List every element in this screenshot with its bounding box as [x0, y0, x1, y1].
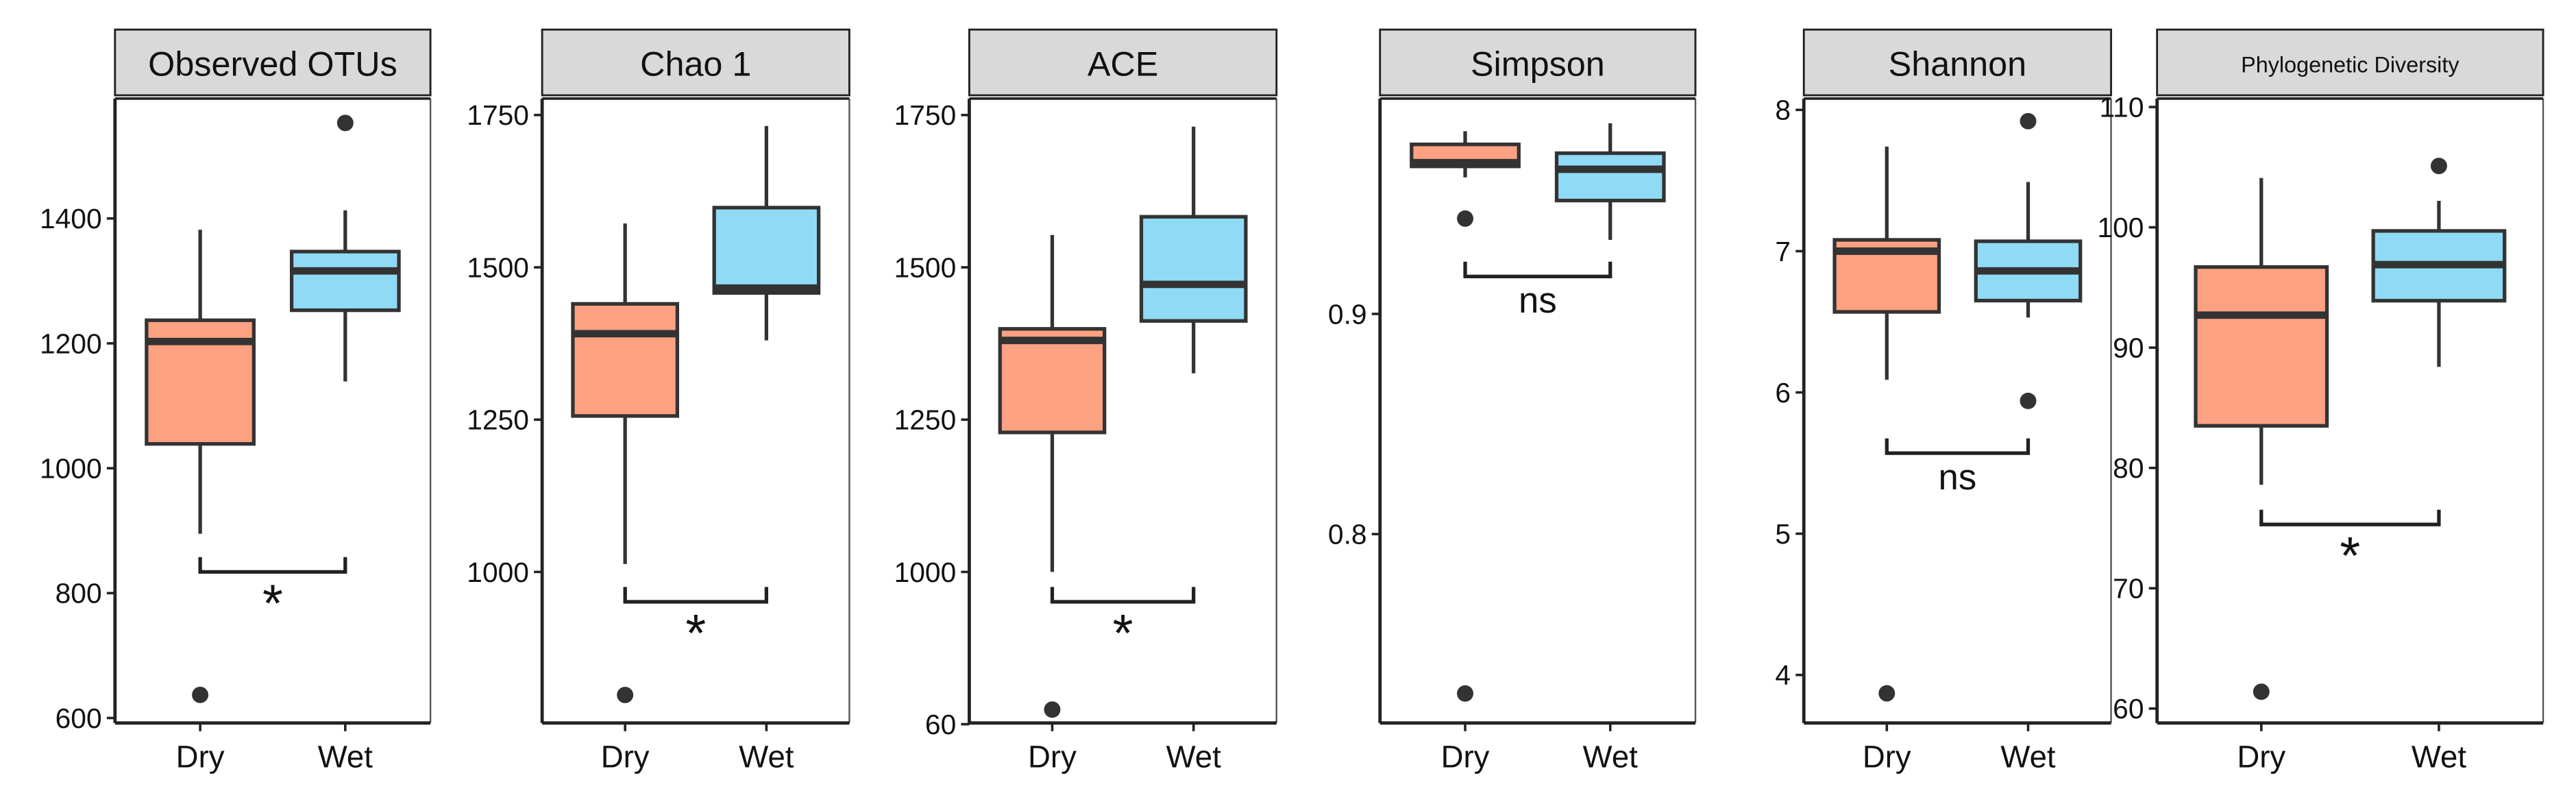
y-tick-label: 5 — [1775, 518, 1791, 550]
y-tick-label: 110 — [2100, 92, 2144, 123]
panel: Chao 1 1000 1250 1500 1750 Dry Wet * — [467, 28, 850, 775]
y-tick-label: 60 — [925, 709, 956, 740]
box — [289, 249, 401, 313]
significance-label: * — [685, 605, 706, 663]
outlier — [1457, 210, 1474, 227]
panel: Simpson 0.8 0.9 Dry Wet ns — [1328, 28, 1697, 775]
x-tick-label: Dry — [1441, 740, 1490, 775]
y-tick-label: 1400 — [40, 203, 102, 234]
y-tick-label: 1750 — [467, 99, 529, 131]
panel: ACE 60 1000 1250 1500 1750 Dry Wet * — [894, 28, 1278, 775]
outlier — [2020, 112, 2037, 130]
panel-title: Phylogenetic Diversity — [2241, 52, 2460, 77]
x-tick-label: Wet — [739, 740, 794, 775]
outlier — [2430, 158, 2447, 175]
y-tick-label: 1000 — [894, 557, 957, 588]
y-tick-label: 1500 — [894, 252, 957, 283]
y-tick-label: 600 — [56, 703, 102, 734]
box — [998, 327, 1107, 435]
y-tick-label: 4 — [1775, 659, 1791, 691]
panel-title: Simpson — [1471, 44, 1605, 83]
y-tick-label: 800 — [56, 578, 102, 609]
y-tick-label: 1250 — [894, 404, 957, 436]
significance-label: * — [2340, 527, 2360, 585]
panel: Phylogenetic Diversity 60 70 80 90 100 110 Dry W… — [2097, 28, 2544, 775]
x-tick-label: Dry — [601, 740, 650, 775]
y-tick-label: 90 — [2113, 332, 2144, 364]
panel-header — [2156, 28, 2544, 97]
y-tick-label: 60 — [2113, 693, 2144, 724]
significance-label: * — [262, 574, 283, 633]
panel-title: Chao 1 — [640, 44, 751, 83]
outlier — [617, 686, 634, 703]
panel-header — [968, 28, 1278, 97]
x-tick-label: Wet — [2000, 740, 2055, 775]
x-tick-label: Wet — [1583, 740, 1638, 775]
y-tick-label: 100 — [2097, 212, 2144, 243]
x-tick-label: Dry — [2237, 740, 2285, 775]
y-tick-label: 1750 — [894, 99, 957, 131]
significance-label: * — [1113, 605, 1133, 663]
panel-title: Shannon — [1889, 44, 2027, 83]
x-tick-label: Dry — [176, 740, 225, 775]
significance-bracket — [2259, 509, 2441, 526]
significance-bracket — [623, 587, 769, 604]
significance-bracket — [1050, 587, 1196, 604]
panel-header — [541, 28, 850, 97]
panel-header — [1802, 28, 2112, 97]
outlier — [1457, 685, 1474, 702]
outlier — [336, 114, 354, 132]
y-tick-label: 1200 — [40, 328, 102, 359]
outlier — [2020, 392, 2037, 409]
box — [2194, 265, 2329, 428]
y-tick-label: 8 — [1775, 95, 1791, 126]
y-tick-label: 7 — [1775, 236, 1791, 267]
outlier — [1878, 685, 1896, 702]
significance-bracket — [198, 557, 347, 574]
box — [1554, 151, 1666, 203]
y-tick-label: 80 — [2113, 452, 2144, 484]
box — [1139, 215, 1248, 323]
x-tick-label: Wet — [2412, 740, 2466, 775]
panel-header — [1379, 28, 1697, 97]
y-tick-label: 0.8 — [1328, 519, 1367, 550]
box — [571, 302, 680, 418]
x-tick-label: Wet — [1166, 740, 1221, 775]
x-tick-label: Dry — [1863, 740, 1911, 775]
box — [712, 206, 821, 295]
significance-bracket — [1885, 438, 2031, 455]
outlier — [2253, 683, 2270, 701]
x-tick-label: Wet — [318, 740, 373, 775]
y-tick-label: 1000 — [40, 453, 102, 485]
y-tick-label: 6 — [1775, 377, 1791, 409]
y-tick-label: 0.9 — [1328, 298, 1367, 330]
panel: Observed OTUs 600 800 1000 1200 1400 Dry Wet * — [40, 28, 432, 775]
significance-label: ns — [1939, 457, 1977, 498]
significance-label: ns — [1519, 280, 1557, 321]
outlier — [192, 686, 209, 703]
y-tick-label: 1250 — [467, 404, 529, 436]
y-tick-label: 1500 — [467, 252, 529, 283]
panel: Shannon 4 5 6 7 8 Dry Wet ns — [1775, 28, 2112, 775]
y-tick-label: 1000 — [467, 557, 529, 588]
y-tick-label: 70 — [2113, 573, 2144, 605]
panel-title: Observed OTUs — [148, 44, 397, 83]
panel-title: ACE — [1088, 44, 1158, 83]
significance-bracket — [1463, 261, 1612, 279]
panel-header — [114, 28, 432, 97]
outlier — [1044, 701, 1061, 718]
x-tick-label: Dry — [1028, 740, 1077, 775]
